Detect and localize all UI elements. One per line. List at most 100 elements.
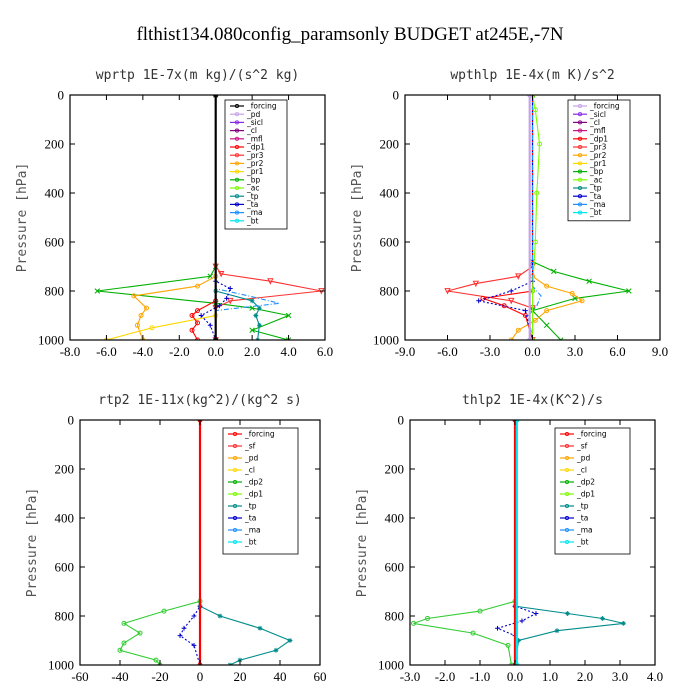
panels: wprtp 1E-7x(m kg)/(s^2 kg) Pressure [hPa]… xyxy=(15,68,668,684)
legend-entry: _forcing xyxy=(246,102,277,111)
legend-entry: _pd xyxy=(244,454,259,463)
data-point-forcing xyxy=(527,95,533,98)
series-line-ta xyxy=(200,95,231,340)
legend-entry: _dp1 xyxy=(576,490,595,499)
x-tick-label: -1.0 xyxy=(470,669,491,684)
data-point-bp xyxy=(249,305,255,311)
series-line-dp2 xyxy=(119,420,201,665)
data-point-ta xyxy=(224,295,230,301)
legend-marker xyxy=(564,455,570,461)
panel-title: wpthlp 1E-4x(m K)/s^2 xyxy=(450,68,614,83)
legend-marker xyxy=(234,103,240,109)
legend-entry: _forcing xyxy=(244,430,275,439)
legend-marker xyxy=(564,527,570,533)
data-point-forcing xyxy=(527,337,533,340)
data-point-pr2 xyxy=(144,305,149,311)
legend-entry: _pd xyxy=(576,454,591,463)
data-point-ta xyxy=(181,625,187,631)
legend-entry: _bp xyxy=(246,175,261,184)
legend-marker xyxy=(232,455,238,461)
legend-entry: _tp xyxy=(244,502,257,511)
data-point-dp2 xyxy=(411,620,416,626)
data-point-ta xyxy=(519,618,525,624)
x-tick-label: -9.0 xyxy=(395,344,416,359)
data-point-tp xyxy=(621,620,626,626)
plot-frame xyxy=(409,419,656,666)
data-point-tp xyxy=(565,611,570,616)
legend-entry: _mfl xyxy=(246,134,263,143)
y-tick-label: 400 xyxy=(380,186,400,201)
legend-marker xyxy=(234,218,240,223)
legend-marker xyxy=(564,479,570,485)
data-point-pr3 xyxy=(227,297,234,305)
data-point-ta xyxy=(533,611,539,616)
legend-marker xyxy=(564,431,570,437)
data-point-dp1 xyxy=(189,327,195,333)
legend-entry: _sicl xyxy=(589,110,606,119)
series-line-ta xyxy=(478,95,534,340)
series-line-dp1 xyxy=(191,95,217,340)
legend-marker xyxy=(232,515,238,521)
legend-marker xyxy=(577,112,583,117)
panel-4: thlp2 1E-4x(K^2)/s Pressure [hPa] -3.0 -2.0… xyxy=(355,393,663,684)
legend-marker xyxy=(577,202,583,207)
x-tick-label: 2.0 xyxy=(577,669,593,684)
x-tick-label: 3.0 xyxy=(567,344,583,359)
data-point-pr2 xyxy=(579,298,585,304)
figure-title: flthist134.080config_paramsonly BUDGET a… xyxy=(136,24,563,45)
x-tick-label: 3.0 xyxy=(612,669,628,684)
panel-title: wprtp 1E-7x(m kg)/(s^2 kg) xyxy=(96,68,300,83)
legend-marker xyxy=(564,467,570,473)
legend-entry: _ta xyxy=(576,514,588,523)
data-point-dp1 xyxy=(480,295,486,301)
data-point-dp2 xyxy=(121,620,127,626)
data-point-pr2 xyxy=(544,308,550,314)
y-tick-label: 0 xyxy=(398,413,405,428)
data-point-pr2 xyxy=(515,327,521,333)
legend-entry: _ma xyxy=(246,208,263,217)
legend-entry: _cl xyxy=(589,118,600,127)
y-tick-label: 1000 xyxy=(378,658,404,673)
data-point-pr2 xyxy=(134,322,140,328)
data-point-bp xyxy=(285,337,292,340)
legend-entry: _bt xyxy=(246,216,259,225)
data-point-pr1 xyxy=(149,325,155,331)
y-tick-label: 600 xyxy=(385,560,405,575)
legend-entry: _pr1 xyxy=(589,159,607,168)
x-tick-label: -6.0 xyxy=(437,344,458,359)
y-tick-label: 800 xyxy=(385,609,405,624)
legend-marker xyxy=(232,539,238,545)
data-point-pr3 xyxy=(515,273,522,280)
series-line-pr1 xyxy=(106,95,217,340)
data-point-pr2 xyxy=(544,283,550,289)
legend-marker xyxy=(577,136,583,141)
data-point-dp2 xyxy=(137,630,143,636)
legend-entry: _dp2 xyxy=(576,478,595,487)
legend-marker xyxy=(232,443,238,449)
legend-entry: _ma xyxy=(589,200,606,209)
legend-marker xyxy=(577,128,583,133)
data-point-dp1 xyxy=(189,313,195,318)
y-tick-label: 0 xyxy=(68,413,75,428)
data-point-ta xyxy=(523,308,528,313)
legend-marker xyxy=(234,136,240,141)
legend-marker xyxy=(577,161,583,166)
legend: _forcing_pd_sicl_cl_mfl_dp1_pr3_pr2_pr1_… xyxy=(224,99,288,230)
x-tick-label: 0.0 xyxy=(524,344,540,359)
legend-entry: _ac xyxy=(246,184,259,193)
legend-entry: _forcing xyxy=(589,102,620,111)
legend-marker xyxy=(232,479,238,485)
legend-marker xyxy=(577,169,583,174)
x-tick-label: -3.0 xyxy=(400,669,421,684)
x-tick-label: 0 xyxy=(197,669,204,684)
x-tick-label: 9.0 xyxy=(652,344,668,359)
legend-marker xyxy=(234,202,240,207)
data-point-dp1 xyxy=(522,313,528,318)
x-tick-label: 60 xyxy=(314,669,327,684)
data-point-bp xyxy=(586,278,592,284)
legend: _forcing _sf _pd _cl _dp2 _dp1 _tp _ta _ma _bt xyxy=(554,427,631,555)
data-point-bt xyxy=(514,420,520,423)
data-point-ac xyxy=(537,141,543,147)
legend: _forcing_sicl_cl_mfl_dp1_pr3_pr2_pr1_bp_… xyxy=(567,99,631,222)
x-tick-label: -2.0 xyxy=(169,344,190,359)
